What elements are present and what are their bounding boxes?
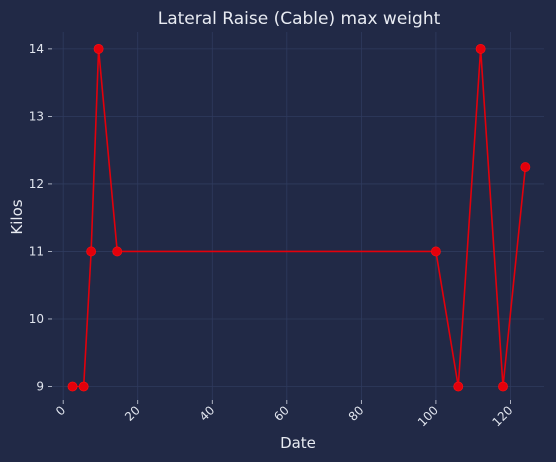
y-tick-label: 9 [36,379,44,393]
y-tick-label: 13 [29,109,44,123]
x-axis-label: Date [280,434,316,452]
data-point [475,43,486,54]
data-point [498,381,508,392]
data-point [86,246,97,257]
series [67,43,531,392]
data-point [112,246,123,257]
x-tick-label: 80 [346,403,367,424]
data-point [520,162,531,172]
chart-title: Lateral Raise (Cable) max weight [158,9,441,29]
y-axis-label: Kilos [8,199,26,234]
x-tick-label: 20 [122,403,143,424]
x-tick-label: 40 [197,403,218,424]
y-tick-label: 14 [29,42,44,56]
data-point [78,381,89,392]
x-tick-label: 120 [489,403,515,429]
data-point [67,381,78,392]
data-point [453,381,464,392]
y-tick-label: 11 [29,244,44,258]
x-tick-label: 0 [53,403,68,418]
data-point [93,43,104,54]
y-tick-label: 10 [29,312,44,326]
series-line [72,48,527,388]
data-point [431,246,441,257]
x-tick-label: 60 [271,403,292,424]
x-tick-label: 100 [415,403,441,429]
y-tick-label: 12 [29,177,44,191]
